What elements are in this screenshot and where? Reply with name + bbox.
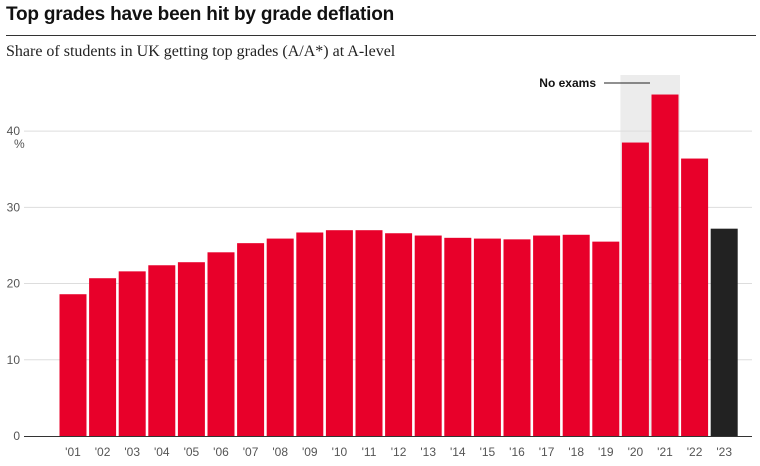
y-tick-label: 30: [7, 200, 21, 214]
bar-08: [266, 238, 294, 436]
bar-05: [177, 262, 205, 436]
x-tick-label: '17: [539, 445, 555, 459]
bar-23: [710, 228, 738, 436]
y-unit-label: %: [14, 137, 25, 151]
x-tick-label: '10: [332, 445, 348, 459]
bar-18: [562, 234, 590, 436]
bar-21: [651, 94, 679, 436]
y-tick-label: 10: [7, 353, 21, 367]
bar-11: [355, 230, 383, 436]
x-tick-label: '16: [509, 445, 525, 459]
x-tick-label: '20: [628, 445, 644, 459]
x-tick-label: '22: [687, 445, 703, 459]
x-tick-label: '04: [154, 445, 170, 459]
x-tick-label: '02: [95, 445, 111, 459]
bar-02: [89, 278, 117, 436]
bar-15: [473, 238, 501, 436]
x-tick-label: '11: [362, 445, 377, 459]
no-exams-label: No exams: [539, 76, 596, 90]
x-tick-label: '06: [213, 445, 229, 459]
x-tick-label: '13: [420, 445, 436, 459]
x-tick-label: '01: [65, 445, 81, 459]
bar-16: [503, 239, 531, 436]
x-tick-label: '07: [243, 445, 259, 459]
x-tick-label: '03: [124, 445, 140, 459]
y-tick-label: 0: [13, 429, 20, 443]
bar-09: [296, 232, 324, 436]
bar-20: [621, 142, 649, 437]
bar-12: [385, 233, 413, 436]
bar-06: [207, 252, 235, 436]
y-tick-label: 20: [7, 277, 21, 291]
x-tick-label: '12: [391, 445, 407, 459]
x-tick-label: '05: [184, 445, 200, 459]
bar-17: [533, 235, 561, 436]
x-tick-label: '09: [302, 445, 318, 459]
x-tick-label: '21: [657, 445, 673, 459]
bar-04: [148, 265, 176, 436]
chart-title: Top grades have been hit by grade deflat…: [6, 4, 395, 25]
bar-03: [118, 271, 146, 436]
bar-22: [681, 158, 709, 436]
x-tick-label: '19: [598, 445, 614, 459]
chart-subtitle: Share of students in UK getting top grad…: [6, 43, 396, 60]
bar-19: [592, 241, 620, 436]
bar-07: [237, 243, 265, 436]
x-tick-label: '23: [716, 445, 732, 459]
x-tick-label: '18: [568, 445, 584, 459]
bar-10: [325, 230, 353, 436]
title-rule: [6, 35, 756, 36]
y-tick-label: 40: [7, 124, 21, 138]
bar-14: [444, 237, 472, 436]
x-tick-label: '08: [272, 445, 288, 459]
x-tick-label: '15: [480, 445, 496, 459]
bar-13: [414, 235, 442, 436]
x-tick-label: '14: [450, 445, 466, 459]
bar-01: [59, 294, 87, 436]
